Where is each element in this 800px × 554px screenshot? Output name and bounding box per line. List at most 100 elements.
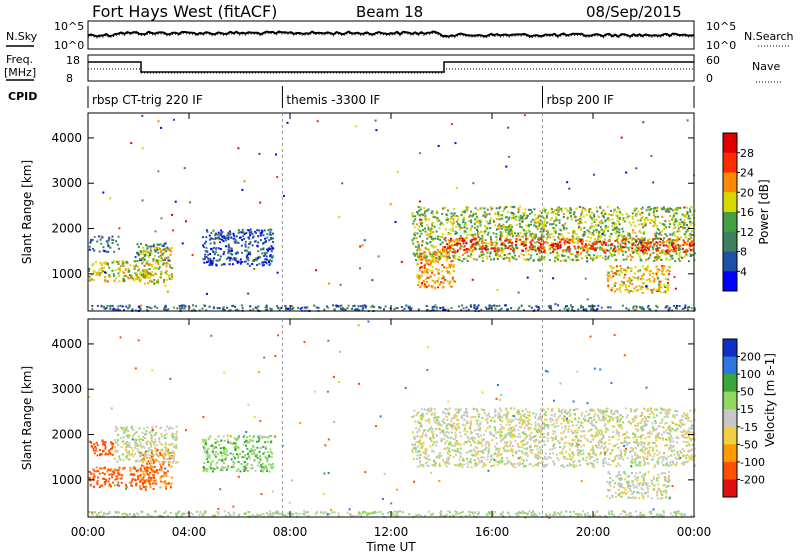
echo-cell	[499, 254, 501, 257]
echo-cell	[140, 488, 143, 490]
echo-cell	[464, 248, 467, 251]
echo-cell	[452, 217, 455, 220]
echo-cell	[123, 262, 126, 265]
echo-cell	[203, 304, 206, 307]
echo-cell	[589, 236, 592, 239]
echo-cell	[223, 439, 226, 442]
echo-cell	[442, 306, 445, 309]
echo-cell	[243, 441, 246, 444]
echo-cell	[138, 427, 141, 430]
echo-cell	[676, 237, 679, 240]
echo-cell	[135, 484, 137, 487]
echo-cell	[654, 219, 657, 222]
echo-cell	[145, 430, 148, 433]
echo-cell	[429, 445, 432, 448]
echo-cell	[171, 443, 174, 445]
echo-cell	[160, 249, 162, 252]
echo-cell	[151, 466, 154, 469]
echo-cell	[455, 232, 458, 234]
echo-cell	[627, 289, 630, 292]
echo-cell	[521, 462, 524, 465]
echo-cell	[588, 254, 591, 257]
echo-cell	[667, 284, 670, 287]
echo-cell	[88, 267, 91, 270]
echo-cell	[667, 245, 669, 247]
echo-cell	[643, 268, 646, 271]
echo-cell	[648, 212, 651, 215]
echo-cell	[444, 255, 447, 258]
echo-cell	[229, 232, 232, 235]
echo-cell	[668, 210, 671, 213]
echo-cell	[635, 167, 638, 170]
echo-cell	[645, 249, 648, 251]
echo-cell	[249, 305, 252, 308]
echo-cell	[497, 211, 500, 214]
echo-cell	[175, 435, 178, 438]
echo-cell	[610, 288, 613, 291]
echo-cell	[140, 274, 143, 276]
echo-cell	[529, 208, 532, 211]
echo-cell	[476, 208, 479, 211]
echo-cell	[494, 244, 497, 247]
echo-cell	[181, 304, 184, 307]
echo-cell	[540, 236, 543, 239]
echo-cell	[588, 244, 591, 246]
echo-cell	[101, 443, 104, 446]
echo-cell	[90, 441, 92, 444]
echo-cell	[608, 274, 611, 277]
power-ylabel: Slant Range [km]	[20, 160, 34, 264]
echo-cell	[449, 228, 452, 231]
echo-cell	[436, 211, 439, 214]
echo-cell	[149, 471, 152, 474]
echo-cell	[233, 442, 236, 444]
echo-cell	[147, 276, 149, 279]
echo-cell	[679, 450, 682, 453]
echo-cell	[595, 206, 598, 209]
echo-cell	[143, 446, 146, 449]
echo-cell	[436, 251, 438, 254]
echo-cell	[240, 231, 243, 234]
echo-cell	[110, 441, 113, 444]
echo-cell	[600, 445, 603, 448]
echo-cell	[416, 249, 419, 252]
echo-cell	[671, 216, 674, 219]
echo-cell	[154, 479, 157, 482]
echo-cell	[637, 243, 639, 246]
echo-cell	[506, 216, 508, 219]
echo-cell	[564, 428, 567, 431]
echo-cell	[518, 222, 521, 225]
echo-cell	[262, 435, 265, 438]
echo-cell	[256, 446, 259, 449]
echo-cell	[664, 233, 667, 236]
echo-cell	[538, 236, 541, 239]
echo-cell	[528, 234, 531, 237]
echo-cell	[662, 291, 665, 294]
echo-cell	[132, 449, 134, 452]
echo-cell	[100, 268, 103, 271]
echo-cell	[160, 475, 163, 478]
echo-cell	[113, 250, 116, 253]
echo-cell	[671, 257, 674, 260]
echo-cell	[613, 228, 616, 231]
echo-cell	[618, 211, 621, 214]
echo-cell	[639, 219, 642, 222]
echo-cell	[585, 239, 588, 242]
echo-cell	[447, 218, 450, 221]
echo-cell	[641, 249, 644, 252]
echo-cell	[166, 273, 169, 276]
echo-cell	[543, 217, 546, 220]
echo-cell	[429, 269, 432, 272]
echo-cell	[683, 436, 686, 439]
echo-cell	[144, 479, 147, 482]
echo-cell	[137, 245, 140, 248]
echo-cell	[539, 243, 542, 246]
echo-cell	[515, 215, 517, 218]
echo-cell	[290, 305, 293, 307]
echo-cell	[682, 214, 685, 217]
echo-cell	[422, 228, 425, 231]
echo-cell	[570, 215, 572, 218]
echo-cell	[253, 458, 256, 461]
echo-cell	[555, 224, 558, 227]
echo-cell	[647, 288, 649, 291]
echo-cell	[539, 246, 542, 249]
